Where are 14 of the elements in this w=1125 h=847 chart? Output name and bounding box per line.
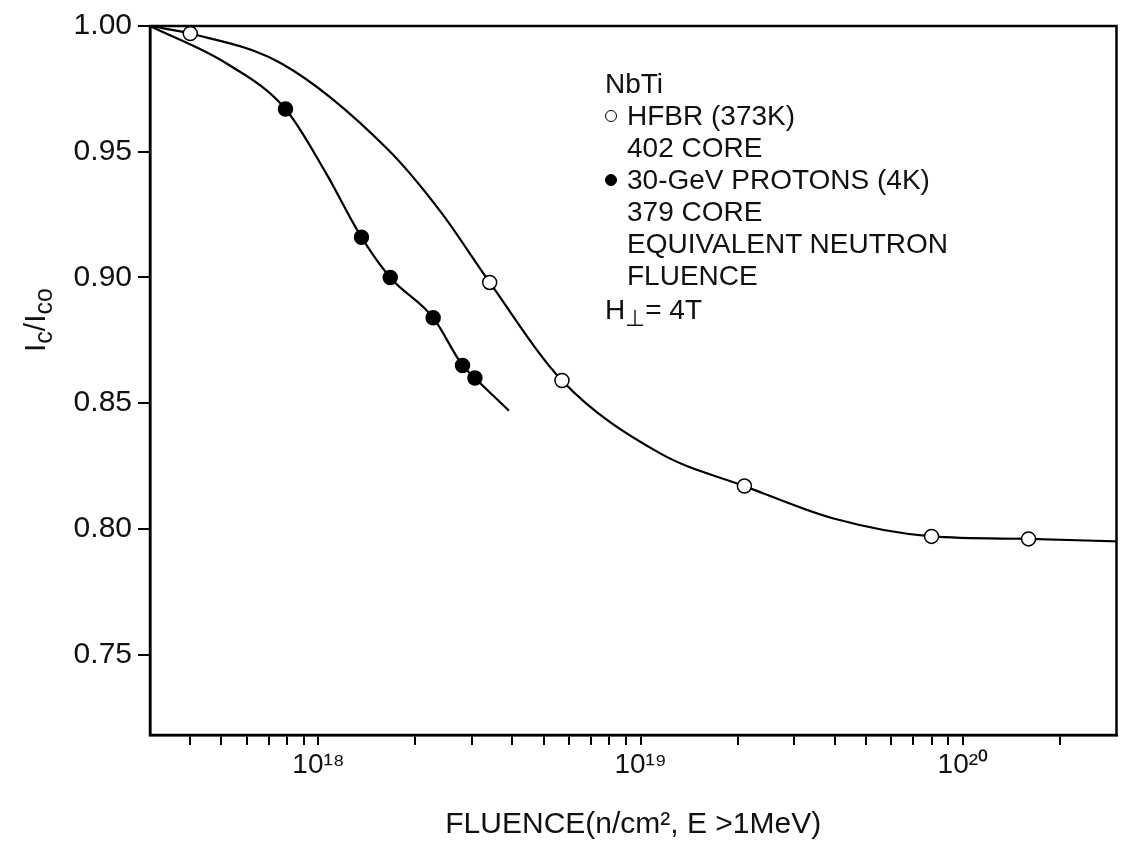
- legend-title: NbTi: [605, 68, 665, 100]
- y-tick-label: 0.85: [73, 384, 132, 418]
- x-axis-title: FLUENCE(n/cm², E >1MeV): [445, 806, 822, 840]
- y-tick-label: 1.00: [73, 7, 132, 41]
- y-tick-label: 0.75: [73, 635, 132, 669]
- x-tick-label: 10²⁰: [937, 747, 989, 779]
- y-tick-label: 0.90: [73, 258, 132, 292]
- legend-label: 30-GeV PROTONS (4K) 379 CORE EQUIVALENT NEUTRON FLUENCE: [627, 164, 949, 292]
- y-tick-label: 0.95: [73, 132, 132, 166]
- y-tick-label: 0.80: [73, 510, 132, 544]
- annotation: H$_{⊥}$= 4T: [605, 294, 704, 333]
- x-tick-label: 10¹⁸: [292, 747, 345, 779]
- x-tick-label: 10¹⁹: [614, 747, 667, 779]
- legend-label: HFBR (373K) 402 CORE: [627, 100, 796, 164]
